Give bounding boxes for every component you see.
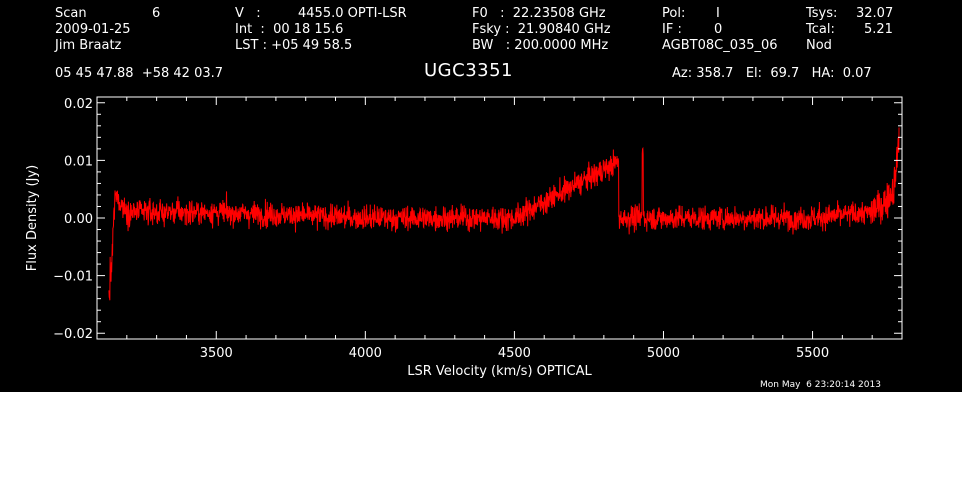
if-value: 0 xyxy=(714,22,723,37)
x-tick-label: 5000 xyxy=(647,346,680,361)
lst-value: LST : +05 49 58.5 xyxy=(235,38,353,53)
project-id: AGBT08C_035_06 xyxy=(662,38,778,53)
y-tick-label: 0.02 xyxy=(64,97,93,112)
observer-name: Jim Braatz xyxy=(55,38,122,53)
tsys-value: 32.07 xyxy=(856,6,894,21)
x-tick-label: 5500 xyxy=(796,346,829,361)
tcal-label: Tcal: xyxy=(806,22,835,37)
spectrum-trace xyxy=(108,127,900,301)
source-name: UGC3351 xyxy=(424,60,513,81)
bandwidth: BW : 200.0000 MHz xyxy=(472,38,609,53)
tcal-value: 5.21 xyxy=(864,22,893,37)
polarization-value: I xyxy=(716,6,720,21)
y-tick-label: 0.00 xyxy=(64,212,93,227)
rest-frequency: F0 : 22.23508 GHz xyxy=(472,6,606,21)
velocity-label: V : xyxy=(235,6,261,21)
pointing-info: Az: 358.7 El: 69.7 HA: 0.07 xyxy=(672,66,872,81)
x-tick-label: 4000 xyxy=(349,346,382,361)
x-tick-label: 4500 xyxy=(498,346,531,361)
if-label: IF : xyxy=(662,22,682,37)
observing-mode: Nod xyxy=(806,38,832,53)
scan-label: Scan xyxy=(55,6,87,21)
source-coordinates: 05 45 47.88 +58 42 03.7 xyxy=(55,66,224,81)
observation-date: 2009-01-25 xyxy=(55,22,131,37)
tsys-label: Tsys: xyxy=(806,6,838,21)
plot-window: Scan 6 2009-01-25 Jim Braatz V : 4455.0 … xyxy=(0,0,962,392)
plot-timestamp: Mon May 6 23:20:14 2013 xyxy=(760,380,881,390)
y-tick-label: −0.02 xyxy=(53,327,93,342)
velocity-value: 4455.0 OPTI-LSR xyxy=(298,6,407,21)
sky-frequency: Fsky : 21.90840 GHz xyxy=(472,22,611,37)
integration-time: Int : 00 18 15.6 xyxy=(235,22,344,37)
y-axis-title: Flux Density (Jy) xyxy=(25,165,40,271)
spectrum-chart: 3500 4000 4500 5000 5500 −0.02 −0.01 0.00 0.01 0.… xyxy=(25,96,903,379)
scan-number: 6 xyxy=(152,6,161,21)
y-tick-label: −0.01 xyxy=(53,270,93,285)
y-tick-label: 0.01 xyxy=(64,154,93,169)
x-tick-label: 3500 xyxy=(200,346,233,361)
polarization-label: Pol: xyxy=(662,6,686,21)
x-axis-title: LSR Velocity (km/s) OPTICAL xyxy=(407,364,592,379)
